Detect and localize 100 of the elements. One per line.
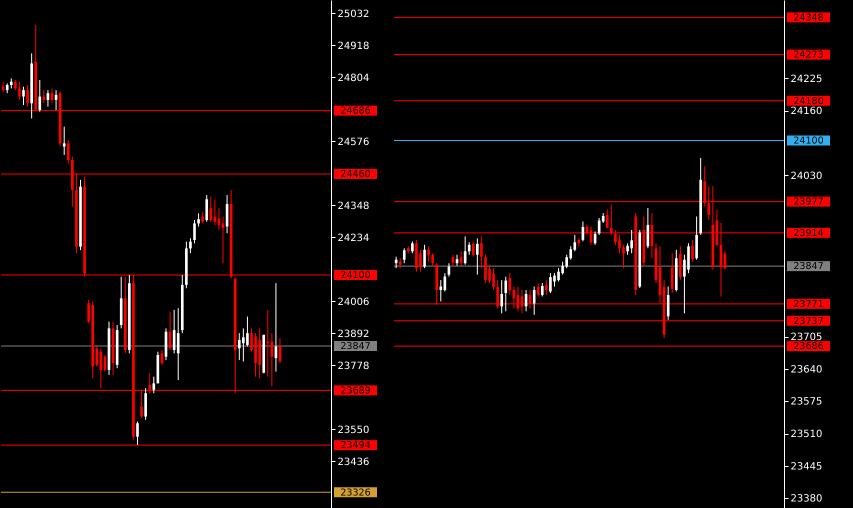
candlestick <box>42 90 46 104</box>
candlestick <box>524 290 528 312</box>
candlestick <box>549 272 552 294</box>
candlestick <box>691 239 694 262</box>
candlestick <box>238 332 241 361</box>
ref-line-label: 23686 <box>793 341 824 352</box>
y-tick-label: 23510 <box>790 429 822 440</box>
candlestick <box>666 286 670 320</box>
candlestick <box>687 242 690 274</box>
ref-line-label: 23914 <box>793 228 824 239</box>
candlestick <box>468 242 471 256</box>
y-tick-label: 24234 <box>338 232 370 244</box>
y-tick-label: 24030 <box>790 170 822 182</box>
candlestick <box>402 248 406 264</box>
ref-line-label: 24180 <box>793 96 824 107</box>
ref-line-label: 23689 <box>340 385 371 396</box>
candlestick <box>480 236 483 269</box>
y-tick-label: 23778 <box>338 360 370 372</box>
candlestick <box>22 86 25 106</box>
y-tick-label: 24160 <box>790 106 822 118</box>
y-tick-label: 23380 <box>790 494 822 505</box>
candlestick <box>50 88 54 104</box>
candlestick <box>460 250 462 266</box>
candlestick <box>278 338 282 364</box>
candlestick <box>274 282 278 372</box>
candlestick <box>193 220 196 244</box>
candlestick <box>630 229 633 254</box>
candlestick <box>226 194 228 234</box>
candlestick <box>622 244 625 269</box>
candlestick <box>532 286 536 316</box>
candlestick <box>66 140 70 164</box>
y-tick-label: 24348 <box>338 200 370 212</box>
y-tick-label: 23550 <box>338 424 370 436</box>
candlestick <box>545 280 548 296</box>
candlestick <box>172 309 176 354</box>
y-tick-label: 23640 <box>790 364 822 376</box>
candlestick <box>209 196 212 222</box>
candlestick <box>144 388 147 420</box>
candlestick <box>242 328 245 362</box>
candlestick <box>205 194 208 222</box>
candlestick <box>476 238 479 276</box>
y-tick-label: 24225 <box>790 74 822 85</box>
candlestick <box>598 218 600 236</box>
y-tick-label: 25032 <box>338 8 370 20</box>
ref-line-label: 23847 <box>340 341 371 352</box>
y-tick-label: 24006 <box>338 296 370 308</box>
candlestick <box>152 376 156 394</box>
candlestick <box>679 246 682 281</box>
ref-line-label: 23326 <box>340 487 371 498</box>
y-tick-label: 23445 <box>790 461 822 472</box>
y-tick-label: 23575 <box>790 396 822 408</box>
candlestick <box>160 349 164 366</box>
candlestick <box>504 276 508 312</box>
candlestick <box>100 348 102 389</box>
candlestick <box>214 199 216 226</box>
ref-line-label: 24100 <box>793 136 824 147</box>
candlestick <box>176 308 180 381</box>
y-tick-label: 23892 <box>338 328 370 340</box>
candlestick <box>500 280 504 314</box>
ref-line-label: 23771 <box>793 298 824 310</box>
ref-line-label: 23737 <box>793 316 824 327</box>
candlestick <box>448 262 450 278</box>
ref-line-label: 24686 <box>340 106 371 117</box>
candlestick <box>670 252 674 294</box>
candlestick <box>431 252 434 268</box>
candlestick <box>26 84 29 108</box>
candlestick <box>201 211 204 224</box>
ref-line-label: 23847 <box>793 261 824 272</box>
candlestick <box>472 240 475 258</box>
candlestick <box>168 311 172 350</box>
candlestick <box>6 82 9 94</box>
candlestick <box>557 268 560 282</box>
candlestick <box>695 216 698 260</box>
candlestick <box>626 242 629 256</box>
candlestick <box>646 208 650 249</box>
y-tick-label: 24804 <box>338 72 370 84</box>
candlestick <box>508 272 512 296</box>
candlestick <box>594 230 596 246</box>
candlestick <box>582 220 584 242</box>
candlestick <box>394 256 398 269</box>
candlestick <box>222 216 224 264</box>
candlestick <box>492 268 495 290</box>
candlestick <box>136 421 139 446</box>
ref-line-label: 24100 <box>340 270 371 282</box>
candlestick <box>439 280 442 302</box>
y-tick-label: 23705 <box>790 332 822 344</box>
candlestick <box>553 272 556 288</box>
y-tick-label: 24918 <box>338 40 370 52</box>
candlestick <box>189 238 192 254</box>
candlestick <box>104 354 106 372</box>
candlestick <box>38 79 42 112</box>
ref-line-label: 23494 <box>340 440 371 452</box>
candlestick <box>197 212 200 227</box>
candlestick <box>46 90 50 108</box>
candlestick <box>62 126 66 156</box>
candlestick <box>398 258 402 269</box>
candlestick <box>54 90 58 111</box>
ref-line-label: 23977 <box>793 196 824 208</box>
candlestick <box>606 209 609 228</box>
candlestick <box>18 81 21 100</box>
